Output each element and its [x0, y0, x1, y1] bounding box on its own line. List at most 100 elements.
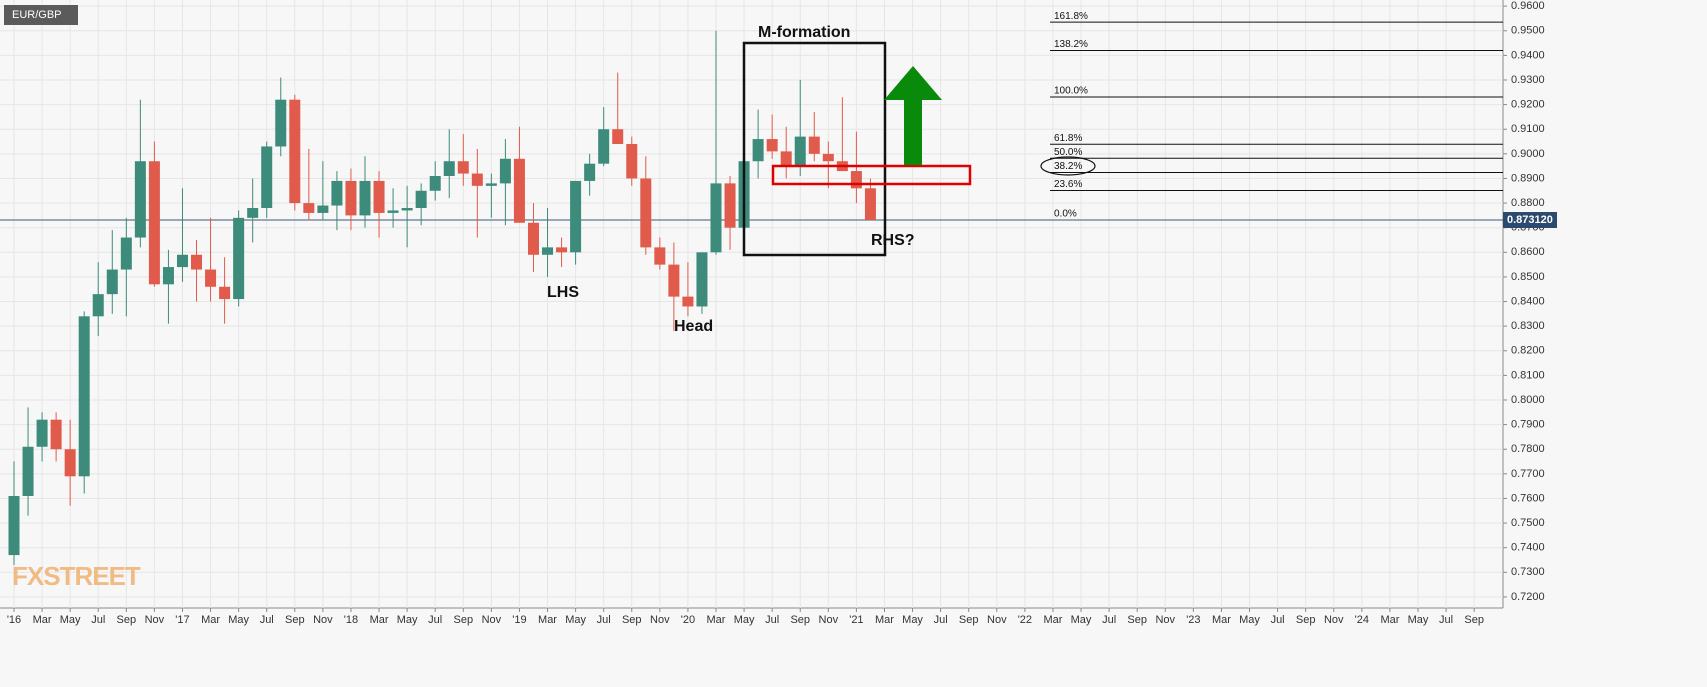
candle-body [654, 247, 666, 265]
x-tick-label: Sep [1296, 614, 1316, 626]
x-tick-label: Jul [428, 614, 442, 626]
candle-body [443, 161, 455, 176]
candle-body [401, 208, 413, 211]
y-tick-label: 0.9300 [1511, 74, 1545, 86]
m-formation-box [742, 41, 887, 257]
x-tick-label: May [1239, 614, 1260, 626]
last-price-box [1503, 212, 1557, 229]
y-tick-label: 0.8400 [1511, 295, 1545, 307]
x-tick-label: Nov [482, 614, 502, 626]
neckline-zone [771, 164, 972, 186]
y-tick-label: 0.8600 [1511, 246, 1545, 258]
candle-body [233, 217, 245, 300]
x-tick-label: May [734, 614, 755, 626]
candle-body [22, 446, 34, 496]
y-tick-label: 0.8300 [1511, 320, 1545, 332]
lhs-label: LHS [547, 284, 579, 301]
candle-body [162, 267, 174, 285]
candle-body [275, 99, 287, 147]
candle-body [612, 129, 624, 144]
x-tick-label: May [565, 614, 586, 626]
x-tick-label: '22 [1018, 614, 1032, 626]
candle-body [556, 247, 568, 253]
x-tick-label: '23 [1186, 614, 1200, 626]
up-arrow [884, 66, 942, 165]
x-tick-label: Nov [145, 614, 165, 626]
candle-body [766, 139, 778, 152]
fib-label: 138.2% [1054, 39, 1088, 50]
candle-body [499, 158, 511, 184]
y-tick-label: 0.9100 [1511, 123, 1545, 135]
y-tick-label: 0.7200 [1511, 591, 1545, 603]
candle-body [303, 203, 315, 213]
y-tick-label: 0.9000 [1511, 148, 1545, 160]
x-tick-label: '20 [681, 614, 695, 626]
plot-area [0, 0, 1503, 608]
highlight-ellipse [1040, 156, 1096, 176]
x-tick-label: Jul [1102, 614, 1116, 626]
candle-body [864, 188, 876, 221]
x-tick-label: Mar [875, 614, 894, 626]
x-tick-label: Mar [370, 614, 389, 626]
y-tick-label: 0.7600 [1511, 492, 1545, 504]
fib-label: 100.0% [1054, 86, 1088, 97]
candle-body [415, 190, 427, 208]
x-tick-label: Sep [285, 614, 305, 626]
x-tick-label: Mar [538, 614, 557, 626]
x-tick-label: Mar [1043, 614, 1062, 626]
y-tick-label: 0.8100 [1511, 369, 1545, 381]
candle-body [373, 180, 385, 213]
candle-body [710, 183, 722, 253]
candle-body [780, 151, 792, 167]
x-tick-label: May [1408, 614, 1429, 626]
y-tick-label: 0.9500 [1511, 25, 1545, 37]
candle-body [8, 496, 20, 556]
x-tick-label: Mar [1212, 614, 1231, 626]
candle-body [50, 419, 62, 450]
y-tick-label: 0.9400 [1511, 49, 1545, 61]
candle-body [120, 237, 132, 270]
candle-body [471, 173, 483, 186]
candle-body [808, 136, 820, 154]
x-tick-label: Sep [959, 614, 979, 626]
x-tick-label: Mar [707, 614, 726, 626]
x-tick-label: May [1071, 614, 1092, 626]
x-tick-label: Nov [1155, 614, 1175, 626]
x-tick-label: '19 [512, 614, 526, 626]
candle-body [317, 205, 329, 213]
fib-label: 38.2% [1054, 161, 1082, 172]
fib-label: 0.0% [1054, 209, 1077, 220]
y-tick-label: 0.8200 [1511, 345, 1545, 357]
x-tick-label: Jul [1271, 614, 1285, 626]
candle-body [457, 161, 469, 174]
x-tick-label: '24 [1355, 614, 1369, 626]
candle-body [359, 180, 371, 216]
y-tick-label: 0.7400 [1511, 542, 1545, 554]
candle-body [822, 153, 834, 162]
candle-body [106, 269, 118, 295]
candle-body [527, 222, 539, 255]
x-tick-label: Nov [819, 614, 839, 626]
y-tick-label: 0.7700 [1511, 468, 1545, 480]
candle-body [345, 180, 357, 216]
x-tick-label: Mar [201, 614, 220, 626]
candle-body [134, 161, 146, 238]
x-tick-label: May [397, 614, 418, 626]
x-tick-label: May [60, 614, 81, 626]
y-tick-label: 0.9200 [1511, 99, 1545, 111]
candle-body [724, 183, 736, 228]
candle-body [331, 180, 343, 206]
candle-body [850, 171, 862, 189]
candle-body [64, 449, 76, 477]
fib-label: 50.0% [1054, 147, 1082, 158]
y-tick-label: 0.8900 [1511, 172, 1545, 184]
head-label: Head [674, 318, 713, 335]
watermark: FXSTREET [12, 561, 141, 591]
candle-body [176, 254, 188, 268]
x-tick-label: May [228, 614, 249, 626]
x-tick-label: Mar [1380, 614, 1399, 626]
candle-body [387, 210, 399, 213]
x-tick-label: May [902, 614, 923, 626]
x-tick-label: Sep [1127, 614, 1147, 626]
